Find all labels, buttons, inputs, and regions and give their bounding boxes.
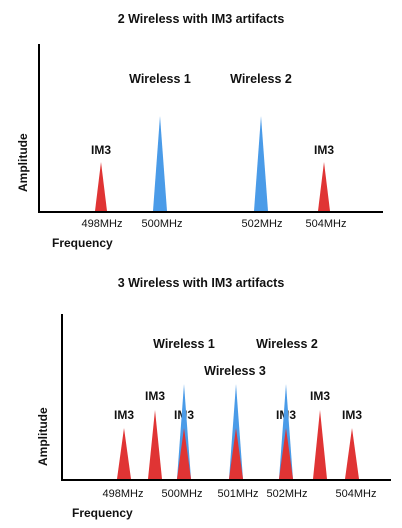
y-axis-2	[61, 314, 63, 480]
im3-peak-b4	[229, 428, 243, 479]
wireless-3-label-b: Wireless 3	[204, 364, 266, 378]
signal-peak-502	[254, 116, 268, 211]
tick-label-498: 498MHz	[81, 218, 123, 230]
x-axis-label-2: Frequency	[72, 506, 133, 520]
tick-label-501b: 501MHz	[217, 488, 259, 500]
x-axis-2	[61, 479, 391, 481]
tick-label-500b: 500MHz	[161, 488, 203, 500]
tick-label-500: 500MHz	[141, 218, 183, 230]
im3-peak-b5	[279, 428, 293, 479]
im3-peak-b7	[345, 428, 359, 479]
tick-label-502: 502MHz	[241, 218, 283, 230]
title-diagram-2: 3 Wireless with IM3 artifacts	[117, 276, 285, 290]
y-axis-1	[38, 44, 40, 212]
im3-label-b5: IM3	[309, 389, 331, 403]
wireless-1-label-b: Wireless 1	[153, 337, 215, 351]
tick-label-504: 504MHz	[305, 218, 347, 230]
x-axis-1	[38, 211, 383, 213]
im3-label-b2: IM3	[144, 389, 166, 403]
x-axis-label-1: Frequency	[52, 236, 113, 250]
title-diagram-1: 2 Wireless with IM3 artifacts	[117, 12, 285, 26]
tick-label-498b: 498MHz	[102, 488, 144, 500]
im3-peak-b1	[117, 428, 131, 479]
tick-label-502b: 502MHz	[266, 488, 308, 500]
wireless-2-label: Wireless 2	[230, 72, 292, 86]
im3-label-b1: IM3	[113, 408, 135, 422]
wireless-2-label-b: Wireless 2	[256, 337, 318, 351]
im3-peak-b3	[177, 428, 191, 479]
im3-label-left: IM3	[90, 143, 112, 157]
im3-label-b6: IM3	[341, 408, 363, 422]
im3-peak-498	[95, 162, 107, 211]
im3-peak-504	[318, 162, 330, 211]
tick-label-504b: 504MHz	[335, 488, 377, 500]
im3-peak-b2	[148, 410, 162, 479]
signal-peak-500	[153, 116, 167, 211]
im3-label-right: IM3	[313, 143, 335, 157]
wireless-1-label: Wireless 1	[129, 72, 191, 86]
im3-peak-b6	[313, 410, 327, 479]
